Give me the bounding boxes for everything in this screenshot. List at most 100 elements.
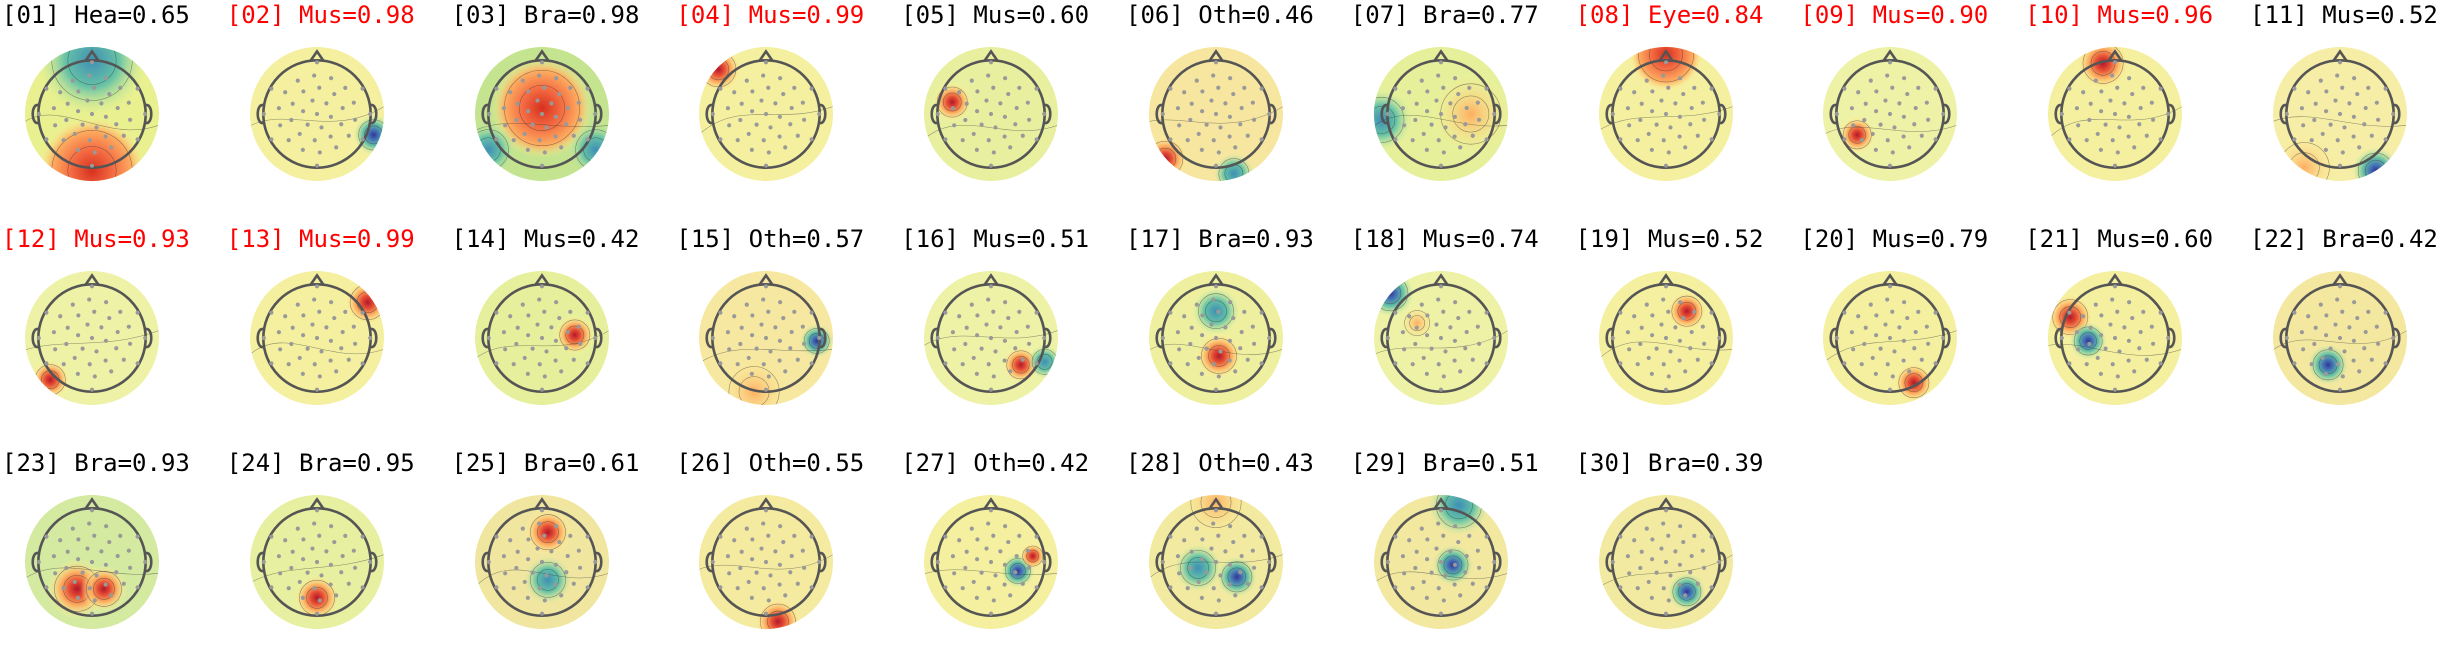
sensor-dot xyxy=(1476,117,1481,122)
sensor-dot xyxy=(788,346,793,351)
sensor-dot xyxy=(1267,335,1272,341)
sensor-dot xyxy=(1677,114,1682,119)
contour-line xyxy=(2074,326,2103,356)
component-label: [22] Bra=0.42 xyxy=(2250,225,2438,253)
component-label: [05] Mus=0.60 xyxy=(901,1,1090,29)
sensor-dot xyxy=(1672,549,1678,554)
sensor-dot xyxy=(1227,582,1232,587)
sensor-dot xyxy=(991,85,996,90)
sensor-dot xyxy=(952,123,957,128)
sensor-dot xyxy=(1213,611,1219,616)
sensor-dot xyxy=(542,374,547,379)
contour-line xyxy=(2048,106,2183,140)
sensor-dot xyxy=(316,309,322,314)
contour-line xyxy=(1671,295,1702,327)
sensor-dot xyxy=(515,101,520,106)
sensor-dot xyxy=(960,586,965,591)
sensor-dot xyxy=(2391,335,2396,341)
topomap-head xyxy=(10,32,174,196)
sensor-dot xyxy=(107,315,112,321)
sensor-dot xyxy=(2130,91,2135,97)
sensor-dot xyxy=(92,533,97,538)
sensor-dot xyxy=(324,101,329,106)
sensor-dot xyxy=(1625,554,1630,559)
sensor-dot xyxy=(1862,341,1867,347)
sensor-dot xyxy=(1637,117,1643,123)
component-label: [19] Mus=0.52 xyxy=(1575,225,1764,253)
topomap-head xyxy=(235,480,399,644)
sensor-dot xyxy=(943,361,948,366)
sensor-dot xyxy=(295,526,300,531)
activation-blob xyxy=(1666,291,1707,332)
sensor-dot xyxy=(544,349,549,354)
component-label: [04] Mus=0.99 xyxy=(676,1,865,29)
sensor-dot xyxy=(989,284,994,289)
sensor-dot xyxy=(1871,355,1876,361)
sensor-dot xyxy=(1663,387,1668,392)
nose-outline xyxy=(309,497,325,510)
topomap-cell: [12] Mus=0.93 xyxy=(0,224,224,446)
sensor-dot xyxy=(1419,526,1424,531)
sensor-dot xyxy=(1168,361,1173,366)
sensor-dot xyxy=(1452,134,1457,139)
sensor-dot xyxy=(2110,362,2116,367)
sensor-dot xyxy=(1424,333,1429,338)
sensor-dot xyxy=(1491,111,1497,117)
sensor-dot xyxy=(2115,150,2121,155)
contour-line xyxy=(699,106,834,136)
sensor-dot xyxy=(338,570,344,575)
sensor-dot xyxy=(1239,329,1244,335)
nose-outline xyxy=(533,49,550,62)
sensor-dot xyxy=(1654,122,1659,127)
sensor-dot xyxy=(1709,361,1714,366)
sensor-dot xyxy=(1850,106,1855,111)
topomap-svg xyxy=(1598,46,1733,182)
sensor-dot xyxy=(2318,302,2323,307)
sensor-dot xyxy=(1401,347,1407,352)
sensor-dot xyxy=(2337,163,2343,168)
sensor-dot xyxy=(269,361,274,366)
component-label: [03] Bra=0.98 xyxy=(451,1,640,29)
sensor-dot xyxy=(317,150,322,155)
sensor-dot xyxy=(2166,335,2171,341)
sensor-dot xyxy=(1182,314,1187,319)
sensor-dot xyxy=(1905,91,1910,97)
sensor-dot xyxy=(975,89,980,94)
topomap-svg xyxy=(474,46,609,182)
sensor-dot xyxy=(76,537,81,542)
sensor-dot xyxy=(754,122,760,127)
topomap-cell: [02] Mus=0.98 xyxy=(225,0,449,222)
activation-blob xyxy=(1192,287,1240,335)
sensor-dot xyxy=(1211,73,1216,78)
sensor-dot xyxy=(2306,314,2311,319)
sensor-dot xyxy=(750,557,755,562)
sensor-dot xyxy=(1916,85,1921,90)
sensor-dot xyxy=(1665,533,1670,538)
sensor-dot xyxy=(1421,579,1426,585)
contour-line xyxy=(1198,293,1234,330)
nose-outline xyxy=(84,273,100,286)
topomap-head xyxy=(1359,256,1523,420)
sensor-dot xyxy=(986,73,991,78)
sensor-dot xyxy=(1897,101,1902,106)
sensor-dot xyxy=(1660,297,1665,302)
left-ear-outline xyxy=(2054,327,2062,349)
sensor-dot xyxy=(114,346,119,351)
sensor-dot xyxy=(2328,346,2333,351)
sensor-dot xyxy=(1649,89,1655,94)
sensor-dot xyxy=(1862,117,1867,123)
sensor-dot xyxy=(1017,533,1022,538)
sensor-dot xyxy=(276,106,281,111)
sensor-dot xyxy=(1006,91,1011,97)
sensor-dot xyxy=(109,145,114,150)
sensor-dot xyxy=(1200,333,1205,338)
sensor-dot xyxy=(2081,314,2086,319)
topomap-cell: [21] Mus=0.60 xyxy=(2023,224,2247,446)
sensor-dot xyxy=(2132,145,2137,150)
sensor-dot xyxy=(1239,553,1244,559)
contour-line xyxy=(760,603,797,630)
sensor-dot xyxy=(1475,100,1480,105)
sensor-dot xyxy=(1401,123,1407,128)
sensor-dot xyxy=(44,310,49,315)
sensor-dot xyxy=(1709,310,1714,315)
